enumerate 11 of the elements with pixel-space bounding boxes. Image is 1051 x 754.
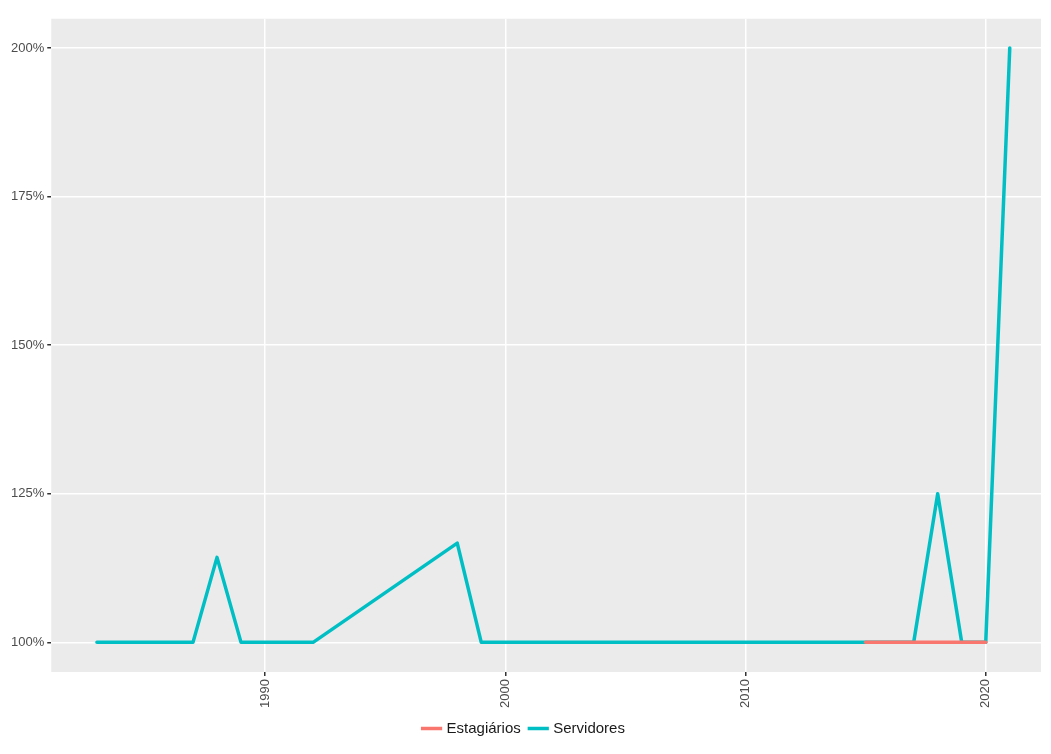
x-tick-label: 2020 [977, 679, 993, 708]
x-tick-label: 2000 [496, 679, 512, 708]
legend-label: Estagiários [446, 718, 521, 736]
y-tick-label: 200% [11, 39, 45, 55]
x-tick-label: 2010 [737, 679, 753, 708]
x-tick-label: 1990 [256, 679, 272, 708]
y-tick-label: 100% [11, 633, 45, 649]
y-tick-label: 125% [11, 485, 45, 501]
legend-label: Servidores [553, 718, 625, 736]
y-tick-label: 150% [11, 336, 45, 352]
y-tick-label: 175% [11, 188, 45, 204]
